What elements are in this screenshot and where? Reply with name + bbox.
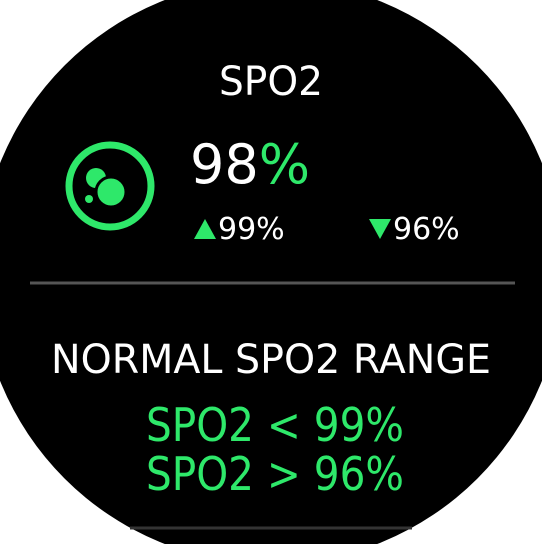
down-arrow <box>369 219 391 239</box>
up-arrow <box>194 219 216 239</box>
reading-unit: % <box>259 133 310 196</box>
range-title: NORMAL SPO2 RANGE <box>51 337 491 383</box>
range-line: SPO2 < 99% <box>146 398 404 452</box>
reading: 98% <box>190 133 310 196</box>
icon-bubble <box>94 175 128 209</box>
min-reading: 96% <box>393 212 460 247</box>
reading-value: 98 <box>190 133 259 196</box>
icon-bubble <box>85 195 93 203</box>
icon-ring <box>65 141 155 231</box>
max-reading: 99% <box>218 212 285 247</box>
range-line: SPO2 > 96% <box>146 447 404 501</box>
spo2-icon <box>65 141 155 231</box>
title: SPO2 <box>219 59 323 105</box>
